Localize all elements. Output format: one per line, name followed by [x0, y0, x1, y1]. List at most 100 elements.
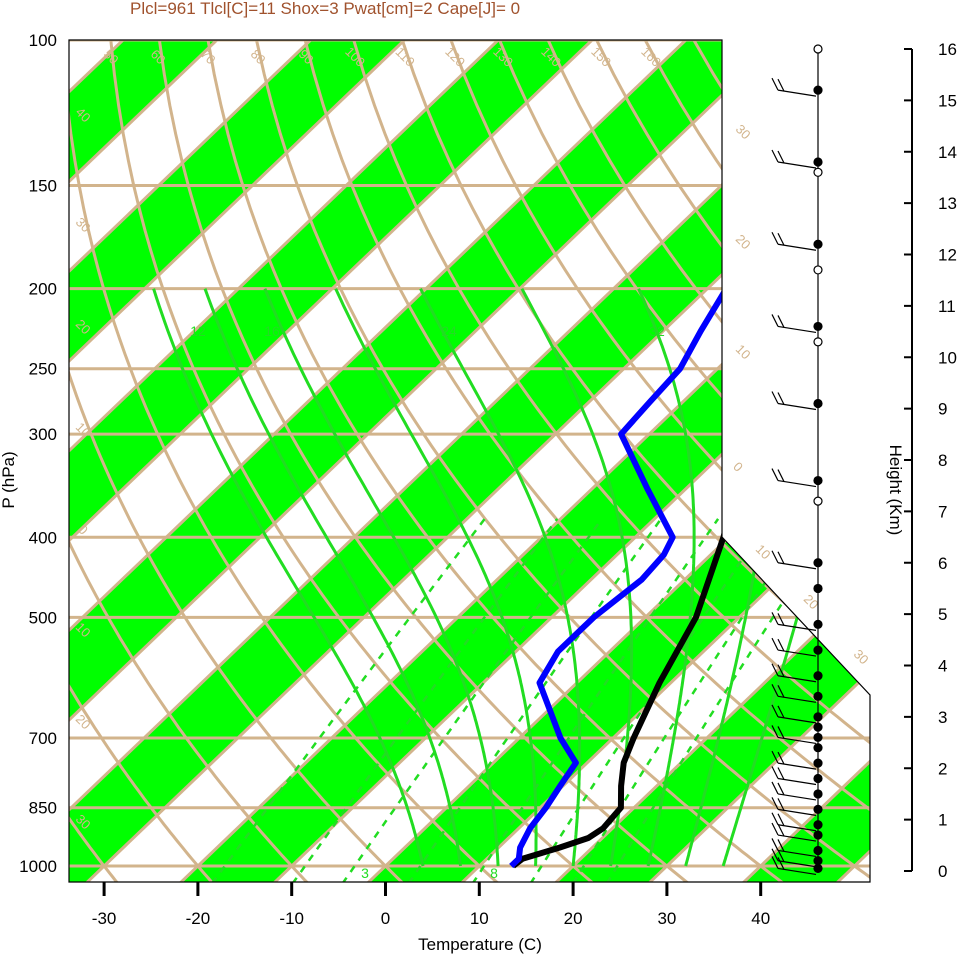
- wind-barb-flag: [777, 823, 785, 837]
- isotherm-line: [69, 40, 312, 882]
- wind-barb: [771, 663, 817, 683]
- wind-level-dot: [813, 845, 823, 856]
- height-tick-label: 2: [938, 759, 947, 778]
- wind-barb-flag: [777, 849, 785, 862]
- wind-level-dot: [813, 558, 823, 568]
- wind-level-dot: [813, 265, 823, 275]
- wind-barb-flag: [771, 77, 779, 91]
- wind-barb-shaft: [777, 675, 817, 683]
- wind-barb-shaft: [777, 867, 817, 876]
- wind-barb-flag: [777, 685, 785, 698]
- height-tick-label: 13: [938, 194, 957, 213]
- mixing-ratio-label: 8: [490, 865, 498, 881]
- temperature-bands: [69, 40, 870, 882]
- wind-barb-shaft: [777, 402, 817, 411]
- dry-adiabat-label: 30: [851, 646, 872, 667]
- pressure-axis: 100 150 200 250 300 400 500 700 850 1000: [19, 31, 57, 876]
- wind-barb: [771, 766, 817, 786]
- wind-level-dot: [813, 743, 823, 753]
- wind-barb-flag: [777, 782, 785, 796]
- pressure-tick-label: 300: [29, 425, 57, 444]
- wind-barb-flag: [771, 822, 779, 836]
- wind-level-dot: [813, 398, 823, 409]
- dry-adiabat-line: [498, 40, 870, 882]
- wind-level-dot: [813, 863, 823, 874]
- temperature-tick-label: 0: [381, 909, 390, 928]
- temperature-tick-label: -10: [279, 909, 304, 928]
- wind-barb-flag: [777, 392, 785, 405]
- pressure-tick-label: 850: [29, 799, 57, 818]
- pressure-tick-label: 500: [29, 608, 57, 627]
- wind-level-dot: [813, 44, 823, 54]
- height-tick-label: 5: [938, 605, 947, 624]
- moist-adiabat-line: [263, 288, 500, 867]
- height-tick-label: 8: [938, 451, 947, 470]
- wind-barb-flag: [771, 725, 779, 738]
- wind-barb-flag: [777, 638, 785, 652]
- wind-level-dot: [813, 157, 823, 167]
- moist-adiabat-line: [637, 288, 696, 867]
- isotherm-line: [69, 40, 218, 882]
- pressure-tick-label: 100: [29, 31, 57, 50]
- wind-barb-flag: [777, 839, 785, 852]
- temperature-tick-label: 30: [657, 909, 676, 928]
- wind-barb-flag: [777, 751, 785, 765]
- temperature-band: [69, 40, 593, 882]
- height-tick-label: 12: [938, 246, 957, 265]
- wind-barb: [771, 684, 817, 703]
- mixing-ratio-line: [341, 518, 603, 882]
- temperature-tick-label: 40: [751, 909, 770, 928]
- moist-adiabat-line: [203, 288, 462, 867]
- temperature-tick-label: -20: [186, 909, 211, 928]
- mixing-ratio-line: [407, 518, 663, 882]
- wind-barb: [771, 149, 817, 169]
- wind-barb-flag: [777, 150, 785, 164]
- dry-adiabat-label: 30: [733, 121, 754, 142]
- wind-level-dot: [813, 671, 823, 681]
- temperature-tick-label: 20: [564, 909, 583, 928]
- wind-barb-shaft: [777, 849, 817, 858]
- wind-barb-shaft: [777, 89, 817, 97]
- dry-adiabat-label: 80: [248, 46, 269, 67]
- wind-profile: [771, 44, 823, 876]
- wind-barb: [771, 750, 817, 770]
- wind-barb: [771, 822, 817, 842]
- pressure-tick-label: 200: [29, 280, 57, 299]
- isotherm-line: [647, 40, 870, 882]
- dry-adiabat-label: 30: [73, 214, 94, 235]
- wind-barb-flag: [771, 684, 779, 697]
- temperature-profile: [511, 71, 870, 869]
- wind-level-dot: [813, 830, 823, 840]
- wind-level-dot: [813, 789, 823, 799]
- wind-barb-flag: [777, 315, 785, 328]
- wind-barb: [771, 637, 817, 657]
- wind-barb-shaft: [777, 860, 817, 868]
- wind-level-dot: [813, 321, 823, 332]
- wind-barb-shaft: [777, 762, 817, 770]
- wind-level-dot: [813, 85, 823, 95]
- wind-level-dot: [813, 712, 823, 722]
- wind-barb: [771, 856, 817, 876]
- dry-adiabat-label: 10: [733, 341, 754, 362]
- wind-barb-flag: [777, 551, 785, 565]
- mixing-ratio-line: [471, 518, 720, 882]
- moist-adiabat-line: [419, 288, 582, 867]
- isotherm-line: [69, 40, 406, 882]
- moist-adiabat-line: [152, 288, 425, 867]
- mixing-ratio-line: [605, 518, 839, 882]
- wind-barb-flag: [777, 726, 785, 739]
- dry-adiabat-line: [449, 40, 870, 882]
- mixing-ratio-label: 24: [441, 323, 457, 339]
- height-tick-label: 0: [938, 862, 947, 881]
- wind-barb: [771, 314, 817, 334]
- height-tick-label: 6: [938, 554, 947, 573]
- wind-barb-flag: [777, 613, 785, 626]
- pressure-tick-label: 1000: [19, 857, 57, 876]
- wind-level-dot: [813, 722, 823, 732]
- wind-barb-shaft: [777, 793, 817, 801]
- wind-level-dot: [813, 773, 823, 784]
- temperature-axis: -30 -20 -10 0 10 20 30 40: [92, 882, 770, 928]
- wind-barb-flag: [771, 391, 779, 404]
- wind-barb-flag: [777, 664, 785, 678]
- wind-barb-flag: [771, 314, 779, 327]
